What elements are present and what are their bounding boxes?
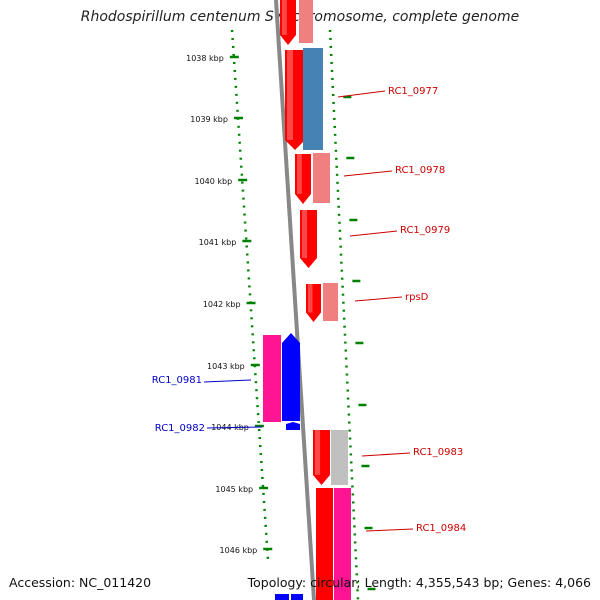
gene-bottom-blue-2 bbox=[291, 594, 303, 600]
gene-arrow-shape bbox=[295, 154, 311, 204]
gene-label-leader bbox=[206, 426, 263, 429]
gene-label-leader bbox=[349, 230, 398, 237]
gene-arrow-shape bbox=[306, 284, 321, 322]
gene-label-leader bbox=[337, 90, 386, 98]
tick-label: 1038 kbp bbox=[186, 54, 224, 63]
gene-RC1_0981-magenta bbox=[263, 335, 281, 422]
gene-arrow-shape bbox=[280, 0, 296, 45]
gene-label: RC1_0983 bbox=[413, 447, 463, 458]
accession-text: Accession: NC_011420 bbox=[9, 575, 152, 590]
gene-RC1_0983-gray bbox=[331, 430, 348, 485]
gene-label: RC1_0977 bbox=[388, 86, 438, 97]
gene-RC1_0978-pink bbox=[313, 153, 330, 203]
gene-label: RC1_0981 bbox=[152, 375, 202, 386]
chromosome-backbone bbox=[274, 0, 316, 600]
gene-top-red bbox=[280, 0, 296, 45]
tick-label: 1046 kbp bbox=[220, 546, 258, 555]
gene-label-leader bbox=[354, 296, 403, 302]
gene-rpsD-red bbox=[306, 284, 321, 322]
gene-RC1_0984-magenta bbox=[334, 488, 351, 600]
gene-highlight bbox=[302, 210, 308, 258]
gene-label: RC1_0982 bbox=[155, 423, 205, 434]
genome-stats-text: Topology: circular; Length: 4,355,543 bp… bbox=[247, 575, 591, 590]
tick-label: 1039 kbp bbox=[190, 115, 228, 124]
gene-label-leader bbox=[203, 379, 252, 383]
tick-label: 1042 kbp bbox=[203, 300, 241, 309]
gene-arrow-shape bbox=[300, 210, 317, 268]
tick-label: 1041 kbp bbox=[199, 238, 237, 247]
gene-label-leader bbox=[365, 528, 414, 532]
tick-label: 1040 kbp bbox=[194, 177, 232, 186]
gene-highlight bbox=[287, 50, 293, 140]
gene-RC1_0983-red bbox=[313, 430, 330, 485]
gene-label: RC1_0978 bbox=[395, 165, 445, 176]
gene-arrow-shape bbox=[285, 50, 305, 150]
tick-label: 1043 kbp bbox=[207, 362, 245, 371]
gene-RC1_0978-red bbox=[295, 154, 311, 204]
gene-label: RC1_0979 bbox=[400, 225, 450, 236]
tick-guide-left bbox=[230, 29, 270, 561]
gene-arrow-shape bbox=[313, 430, 330, 485]
gene-RC1_0977-red bbox=[285, 50, 305, 150]
gene-top-pink bbox=[299, 0, 313, 43]
gene-label-leader bbox=[361, 452, 411, 457]
gene-RC1_0979 bbox=[300, 210, 317, 268]
gene-label: rpsD bbox=[405, 292, 429, 303]
gene-arrow-shape bbox=[282, 333, 300, 421]
gene-highlight bbox=[282, 0, 287, 35]
gene-highlight bbox=[315, 430, 321, 475]
gene-RC1_0982 bbox=[286, 422, 300, 430]
gene-arrow-shape bbox=[286, 422, 300, 430]
gene-label: RC1_0984 bbox=[416, 523, 466, 534]
gene-RC1_0981-blue bbox=[282, 333, 300, 421]
gene-rpsD-pink bbox=[323, 283, 338, 321]
gene-label-leader bbox=[343, 170, 393, 177]
gene-bottom-blue-1 bbox=[275, 594, 289, 600]
gene-RC1_0984-red bbox=[316, 488, 333, 600]
gene-highlight bbox=[297, 154, 302, 194]
gene-highlight bbox=[308, 284, 313, 313]
gene-RC1_0977-blue bbox=[303, 48, 323, 150]
tick-label: 1045 kbp bbox=[215, 485, 253, 494]
